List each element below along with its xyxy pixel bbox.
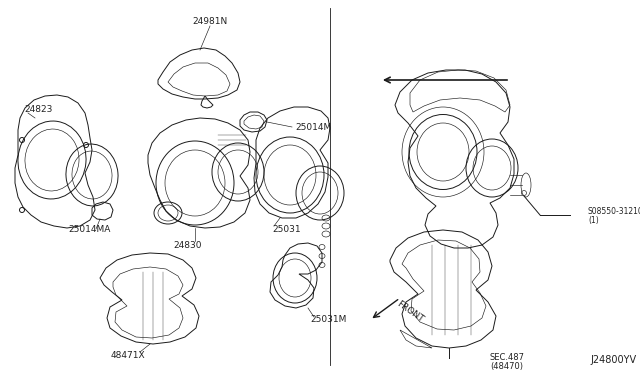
- Text: (1): (1): [588, 215, 599, 224]
- Text: 24823: 24823: [24, 106, 52, 115]
- Text: J24800YV: J24800YV: [590, 355, 636, 365]
- Text: 48471X: 48471X: [111, 352, 145, 360]
- Text: 25031: 25031: [272, 225, 301, 234]
- Text: 24981N: 24981N: [193, 17, 228, 26]
- Text: S08550-31210: S08550-31210: [588, 208, 640, 217]
- Text: 24830: 24830: [173, 241, 202, 250]
- Text: SEC.487: SEC.487: [490, 353, 525, 362]
- Text: 25014M: 25014M: [295, 124, 332, 132]
- Text: 25014MA: 25014MA: [68, 225, 110, 234]
- Text: (48470): (48470): [490, 362, 523, 371]
- Text: 25031M: 25031M: [310, 315, 346, 324]
- Text: FRONT: FRONT: [395, 299, 425, 324]
